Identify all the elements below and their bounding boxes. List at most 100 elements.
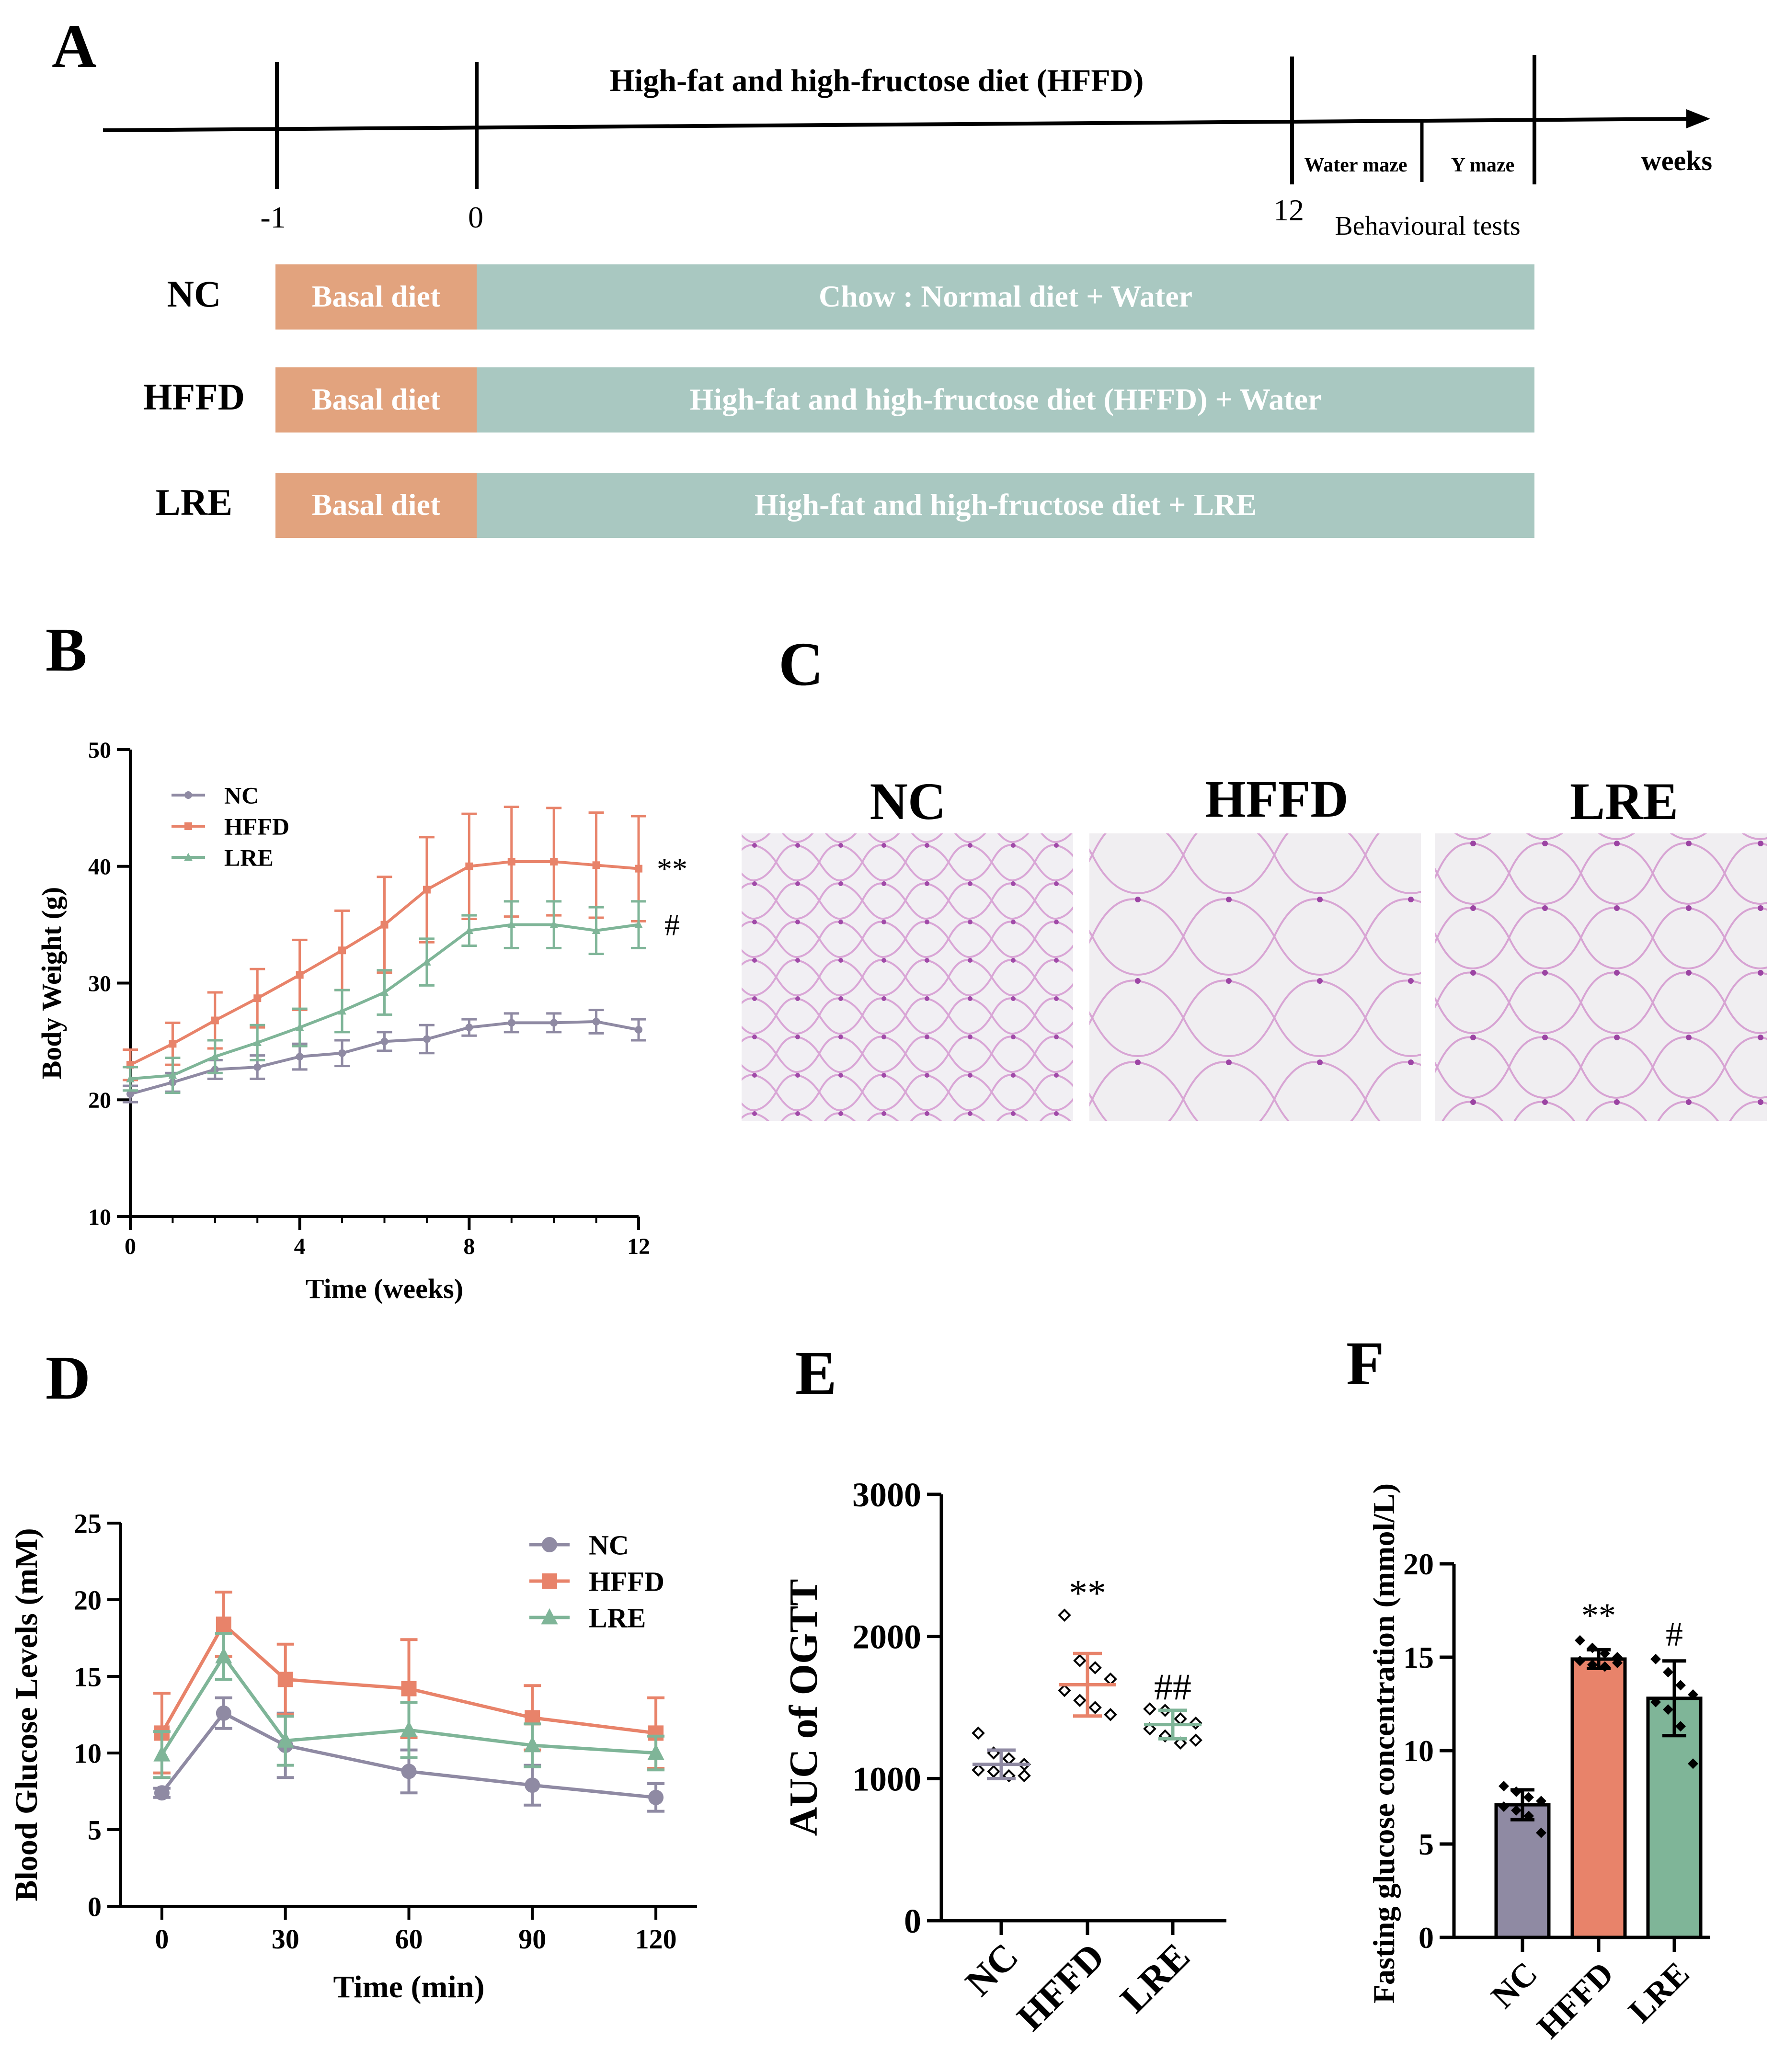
y-tick-label: 0 xyxy=(1419,1921,1434,1955)
y-axis-label: Fasting glucose concentration (mmol/L) xyxy=(1367,1483,1401,2004)
timeline: High-fat and high-fructose diet (HFFD) -… xyxy=(103,55,1712,241)
marker-triangle xyxy=(253,1038,262,1047)
bar-nc xyxy=(1494,1803,1551,1939)
diet-label: High-fat and high-fructose diet (HFFD) +… xyxy=(690,382,1322,416)
data-point xyxy=(972,1726,985,1740)
data-point xyxy=(1002,1752,1016,1765)
timeline-label-12: 12 xyxy=(1273,193,1304,227)
y-tick-label: 2000 xyxy=(852,1618,921,1656)
timeline-label-minus1: -1 xyxy=(260,200,286,234)
panel-label-b: B xyxy=(46,615,87,684)
histology-image-hffd xyxy=(1089,833,1421,1121)
series-line-lre xyxy=(160,1653,656,1756)
marker-circle xyxy=(525,1777,540,1793)
marker-square xyxy=(277,1672,293,1687)
x-tick-label: 60 xyxy=(395,1924,423,1955)
marker-square xyxy=(550,858,558,865)
data-point xyxy=(1575,1655,1585,1666)
basal-diet-label: Basal diet xyxy=(312,382,441,416)
category-label-nc: NC xyxy=(1484,1955,1545,2015)
data-point xyxy=(1058,1608,1071,1622)
marker-circle xyxy=(401,1764,417,1779)
y-tick-label: 5 xyxy=(88,1814,102,1845)
data-point xyxy=(1663,1667,1673,1678)
x-tick-label: 4 xyxy=(294,1234,306,1259)
marker-square xyxy=(216,1617,231,1632)
panel-label-f: F xyxy=(1346,1329,1384,1398)
marker-triangle xyxy=(211,1052,219,1060)
marker-triangle xyxy=(423,957,431,966)
y-axis-label: Body Weight (g) xyxy=(36,887,67,1080)
y-axis-label: Blood Glucose Levels (mM) xyxy=(9,1528,44,1901)
marker-square xyxy=(184,822,192,830)
marker-circle xyxy=(253,1063,262,1071)
data-point xyxy=(1688,1689,1698,1700)
x-axis-label: Time (weeks) xyxy=(306,1273,463,1304)
series-line-hffd xyxy=(160,1621,656,1735)
significance-marker: ** xyxy=(657,852,687,886)
bar-hffd xyxy=(1570,1657,1627,1939)
behavioural-tests-label: Behavioural tests xyxy=(1335,211,1520,241)
histology-label-hffd: HFFD xyxy=(1205,770,1348,828)
y-tick-label: 15 xyxy=(74,1661,102,1692)
data-point xyxy=(1499,1781,1509,1792)
marker-circle xyxy=(296,1053,304,1061)
y-tick-label: 15 xyxy=(1403,1640,1434,1674)
y-tick-label: 50 xyxy=(88,738,111,763)
body-weight-chart: 10 20 30 40 50 0 4 8 12 Time (weeks) Body Weight (… xyxy=(36,738,687,1304)
legend-label-nc: NC xyxy=(589,1529,629,1560)
data-point xyxy=(987,1765,1000,1778)
data-point xyxy=(1600,1648,1610,1659)
marker-triangle xyxy=(277,1731,294,1748)
histology-label-nc: NC xyxy=(870,772,946,831)
marker-square xyxy=(542,1573,557,1589)
histology-label-lre: LRE xyxy=(1570,772,1678,831)
marker-circle xyxy=(338,1049,346,1057)
water-maze-label: Water maze xyxy=(1304,154,1407,176)
category-label-nc: NC xyxy=(958,1935,1027,2004)
marker-circle xyxy=(380,1037,389,1046)
panel-label-e: E xyxy=(795,1339,837,1408)
data-point xyxy=(1688,1758,1698,1769)
data-point xyxy=(1600,1661,1610,1672)
basal-diet-label: Basal diet xyxy=(312,279,441,313)
marker-triangle xyxy=(592,926,601,934)
marker-square xyxy=(169,1040,177,1048)
panel-label-a: A xyxy=(52,12,97,81)
y-tick-label: 30 xyxy=(88,971,111,996)
marker-circle xyxy=(465,1024,473,1032)
data-point xyxy=(972,1763,985,1777)
marker-square xyxy=(338,946,346,955)
y-axis-label: AUC of OGTT xyxy=(781,1579,826,1836)
legend-label-lre: LRE xyxy=(224,844,274,871)
basal-diet-bar xyxy=(275,264,477,330)
timeline-label-0: 0 xyxy=(468,200,483,234)
marker-square xyxy=(423,886,431,894)
diet-groups: NC Basal diet Chow : Normal diet + Water HF… xyxy=(143,264,1534,538)
group-label-hffd: HFFD xyxy=(143,376,245,418)
marker-triangle xyxy=(338,1006,346,1015)
y-tick-label: 20 xyxy=(1403,1547,1434,1581)
x-tick-label: 0 xyxy=(155,1924,169,1955)
data-point xyxy=(1523,1792,1534,1803)
marker-triangle xyxy=(215,1647,232,1663)
marker-square xyxy=(253,994,262,1002)
x-axis-label: Time (min) xyxy=(333,1970,485,2004)
data-point xyxy=(1536,1827,1546,1838)
marker-triangle xyxy=(507,920,516,928)
marker-square xyxy=(507,858,515,865)
blood-glucose-chart: 0 5 10 15 20 25 0 30 60 90 120 Time (min) Blood Gluc… xyxy=(9,1508,697,2004)
marker-circle xyxy=(550,1019,558,1027)
marker-circle xyxy=(542,1537,557,1552)
data-point xyxy=(1536,1796,1546,1807)
y-tick-label: 0 xyxy=(904,1902,921,1940)
y-tick-label: 0 xyxy=(88,1891,102,1922)
y-tick-label: 10 xyxy=(88,1205,111,1230)
marker-square xyxy=(635,865,642,873)
x-tick-label: 120 xyxy=(635,1924,677,1955)
data-point xyxy=(1174,1712,1187,1726)
category-label-lre: LRE xyxy=(1622,1955,1696,2030)
legend-label-hffd: HFFD xyxy=(224,813,289,840)
